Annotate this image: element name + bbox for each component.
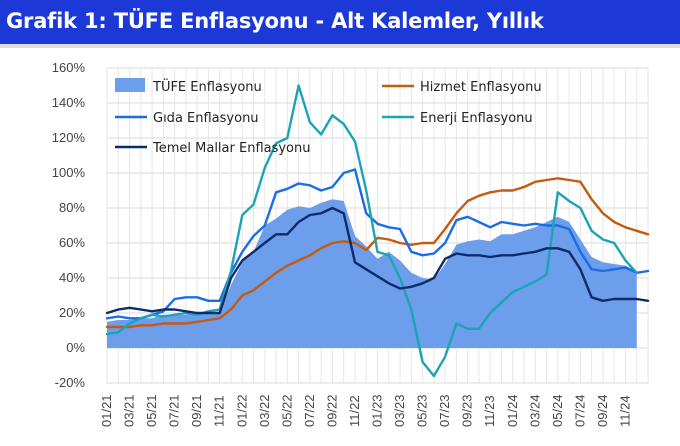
line-series (105, 206, 650, 315)
y-axis: -20% 0% 20% 40% 60% 80% 100% 120% 140% 160% (52, 60, 86, 390)
series-layer (105, 84, 650, 378)
x-tick-label: 05/23 (415, 394, 430, 427)
line-series (105, 84, 638, 378)
legend-swatch (115, 78, 145, 92)
y-tick-label: 100% (52, 165, 86, 180)
legend-label: Enerji Enflasyonu (420, 111, 533, 126)
x-tick-label: 11/22 (347, 395, 362, 427)
x-tick-label: 11/23 (482, 395, 497, 427)
y-tick-label: 40% (59, 270, 85, 285)
x-tick-label: 11/24 (617, 395, 632, 427)
x-tick-label: 09/22 (324, 394, 339, 427)
x-tick-label: 03/21 (122, 394, 137, 427)
x-tick-label: 01/24 (505, 394, 520, 427)
line-area-chart: -20% 0% 20% 40% 60% 80% 100% 120% 140% 160% 01/21… (52, 60, 650, 427)
x-tick-label: 07/21 (167, 394, 182, 427)
y-tick-label: 140% (52, 95, 86, 110)
legend-label: Hizmet Enflasyonu (420, 80, 542, 95)
chart-title-bar: Grafik 1: TÜFE Enflasyonu - Alt Kalemler… (0, 0, 680, 44)
y-tick-label: 0% (66, 340, 85, 355)
line-series (105, 177, 650, 329)
y-tick-label: 80% (59, 200, 85, 215)
chart-title: Grafik 1: TÜFE Enflasyonu - Alt Kalemler… (6, 9, 544, 33)
x-tick-label: 05/24 (550, 394, 565, 427)
x-tick-label: 09/21 (189, 394, 204, 427)
title-divider (0, 44, 680, 48)
y-tick-label: 60% (59, 235, 85, 250)
y-tick-label: 160% (52, 60, 86, 75)
legend-label: Temel Mallar Enflasyonu (152, 141, 311, 156)
x-tick-label: 01/21 (99, 394, 114, 427)
x-tick-label: 07/22 (302, 394, 317, 427)
x-tick-label: 01/23 (370, 394, 385, 427)
y-tick-label: 20% (59, 305, 85, 320)
x-tick-label: 03/23 (392, 394, 407, 427)
legend-label: TÜFE Enflasyonu (152, 78, 262, 95)
x-tick-label: 11/21 (212, 395, 227, 427)
legend: TÜFE Enflasyonu Hizmet Enflasyonu Gıda Enf… (115, 78, 542, 156)
x-tick-label: 07/23 (437, 394, 452, 427)
y-tick-label: -20% (55, 375, 86, 390)
x-axis: 01/21 03/21 05/21 07/21 09/21 11/21 01/22 03/22… (99, 394, 632, 427)
x-tick-label: 07/24 (572, 394, 587, 427)
x-tick-label: 03/24 (527, 394, 542, 427)
x-tick-label: 03/22 (257, 394, 272, 427)
x-tick-label: 05/21 (144, 394, 159, 427)
legend-label: Gıda Enflasyonu (153, 111, 259, 126)
x-tick-label: 09/23 (460, 394, 475, 427)
x-tick-label: 01/22 (234, 394, 249, 427)
y-tick-label: 120% (52, 130, 86, 145)
x-tick-label: 09/24 (595, 394, 610, 427)
line-series (105, 168, 650, 320)
x-tick-label: 05/22 (279, 394, 294, 427)
